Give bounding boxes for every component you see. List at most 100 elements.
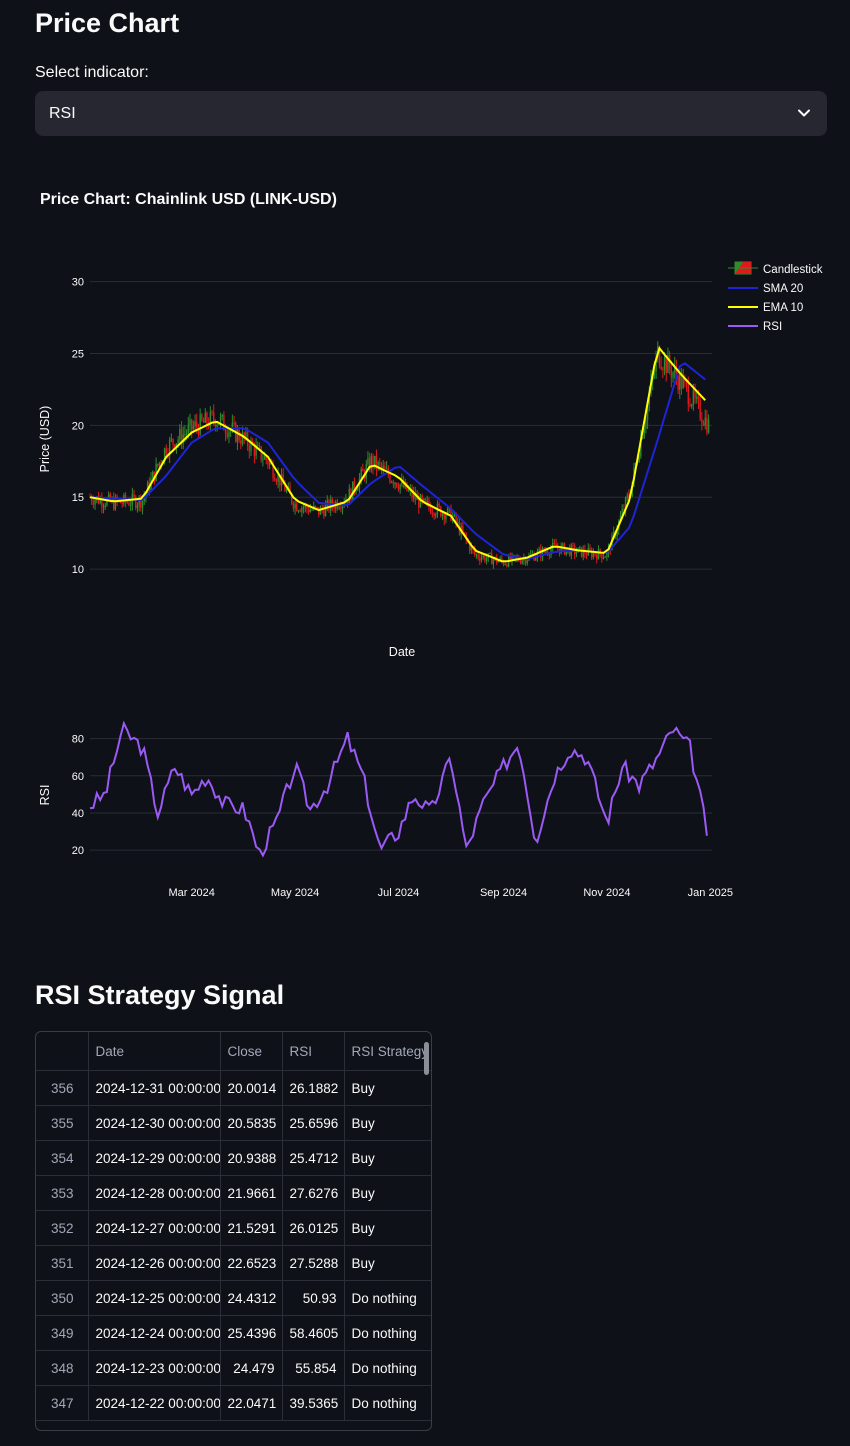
candle-body <box>340 507 342 509</box>
close-cell[interactable]: 21.5291 <box>220 1210 283 1246</box>
candle-body <box>158 462 161 466</box>
row-index[interactable]: 355 <box>36 1105 89 1141</box>
rsi-cell[interactable]: 55.854 <box>282 1350 345 1386</box>
candle-body <box>455 514 457 523</box>
row-index[interactable]: 354 <box>36 1140 89 1176</box>
table-row[interactable]: 355 2024-12-30 00:00:00 20.5835 25.6596 Buy <box>36 1105 431 1141</box>
date-cell[interactable]: 2024-12-25 00:00:00 <box>88 1280 221 1316</box>
strategy-cell[interactable]: Do nothing <box>344 1280 431 1316</box>
close-cell[interactable]: 24.4312 <box>220 1280 283 1316</box>
close-cell[interactable]: 24.479 <box>220 1350 283 1386</box>
row-index[interactable]: 347 <box>36 1385 89 1421</box>
candle-body <box>392 481 395 485</box>
row-index[interactable]: 351 <box>36 1245 89 1281</box>
row-index[interactable]: 348 <box>36 1350 89 1386</box>
row-index[interactable]: 352 <box>36 1210 89 1246</box>
strategy-cell[interactable]: Buy <box>344 1105 431 1141</box>
close-cell[interactable]: 20.5835 <box>220 1105 283 1141</box>
candle-body <box>685 380 688 385</box>
candle-body <box>92 501 95 505</box>
table-row[interactable]: 354 2024-12-29 00:00:00 20.9388 25.4712 Buy <box>36 1140 431 1176</box>
strategy-cell[interactable]: Do nothing <box>344 1315 431 1351</box>
rsi-cell[interactable]: 26.0125 <box>282 1210 345 1246</box>
indicator-select[interactable]: RSI <box>35 91 827 136</box>
date-cell[interactable]: 2024-12-30 00:00:00 <box>88 1105 221 1141</box>
price-chart[interactable]: 10 15 20 25 30 20 40 60 80 Mar 2024 May 2024 Jul … <box>0 160 850 920</box>
date-cell[interactable]: 2024-12-26 00:00:00 <box>88 1245 221 1281</box>
column-header-close[interactable]: Close <box>220 1032 283 1071</box>
candle-body <box>489 553 491 555</box>
strategy-cell[interactable]: Buy <box>344 1071 431 1106</box>
x-tick-labels: Mar 2024 May 2024 Jul 2024 Sep 2024 Nov 2024… <box>168 887 732 899</box>
date-cell[interactable]: 2024-12-31 00:00:00 <box>88 1071 221 1106</box>
rsi-cell[interactable]: 27.5288 <box>282 1245 345 1281</box>
rsi-cell[interactable]: 27.6276 <box>282 1175 345 1211</box>
table-scrollbar-thumb[interactable] <box>424 1042 429 1075</box>
candle-body <box>260 446 262 460</box>
table-row[interactable]: 350 2024-12-25 00:00:00 24.4312 50.93 Do not… <box>36 1280 431 1316</box>
row-index[interactable]: 356 <box>36 1071 89 1106</box>
column-header-rsi[interactable]: RSI <box>282 1032 345 1071</box>
candle-body <box>233 422 235 424</box>
rsi-cell[interactable]: 25.4712 <box>282 1140 345 1176</box>
candle-body <box>228 431 230 437</box>
row-index[interactable]: 349 <box>36 1315 89 1351</box>
rsi-strategy-table[interactable]: Date Close RSI RSI Strategy 356 2024-12-31 0… <box>35 1031 432 1431</box>
table-row[interactable]: 349 2024-12-24 00:00:00 25.4396 58.4605 Do n… <box>36 1315 431 1351</box>
row-index[interactable]: 353 <box>36 1175 89 1211</box>
price-chart-svg[interactable]: 10 15 20 25 30 20 40 60 80 Mar 2024 May 2024 Jul … <box>0 160 850 920</box>
candle-body <box>206 412 208 425</box>
legend-item-rsi[interactable]: RSI <box>728 321 782 333</box>
candle-body <box>670 368 673 378</box>
close-cell[interactable]: 22.6523 <box>220 1245 283 1281</box>
strategy-cell[interactable]: Do nothing <box>344 1385 431 1421</box>
candle-body <box>580 546 583 557</box>
candle-body <box>279 474 281 486</box>
date-cell[interactable]: 2024-12-29 00:00:00 <box>88 1140 221 1176</box>
close-cell[interactable]: 25.4396 <box>220 1315 283 1351</box>
rsi-cell[interactable]: 50.93 <box>282 1280 345 1316</box>
rsi-cell[interactable]: 39.5365 <box>282 1385 345 1421</box>
chart-legend[interactable]: Candlestick SMA 20 EMA 10 RSI <box>728 261 823 333</box>
candle-body <box>331 499 334 507</box>
strategy-cell[interactable]: Do nothing <box>344 1350 431 1386</box>
rsi-cell[interactable]: 26.1882 <box>282 1071 345 1106</box>
date-cell[interactable]: 2024-12-23 00:00:00 <box>88 1350 221 1386</box>
legend-item-sma-20[interactable]: SMA 20 <box>728 283 803 295</box>
table-row[interactable]: 352 2024-12-27 00:00:00 21.5291 26.0125 Buy <box>36 1210 431 1246</box>
close-cell[interactable]: 20.0014 <box>220 1071 283 1106</box>
row-index[interactable]: 350 <box>36 1280 89 1316</box>
close-cell[interactable]: 22.0471 <box>220 1385 283 1421</box>
candle-body <box>314 505 317 508</box>
date-cell[interactable]: 2024-12-24 00:00:00 <box>88 1315 221 1351</box>
legend-item-candlestick[interactable]: Candlestick <box>728 261 823 276</box>
column-header-date[interactable]: Date <box>88 1032 221 1071</box>
column-header-index[interactable] <box>36 1032 89 1071</box>
table-row[interactable]: 348 2024-12-23 00:00:00 24.479 55.854 Do not… <box>36 1350 431 1386</box>
table-row[interactable]: 351 2024-12-26 00:00:00 22.6523 27.5288 Buy <box>36 1245 431 1281</box>
candle-body <box>362 469 364 472</box>
candle-body <box>509 555 512 561</box>
date-cell[interactable]: 2024-12-27 00:00:00 <box>88 1210 221 1246</box>
date-cell[interactable]: 2024-12-22 00:00:00 <box>88 1385 221 1421</box>
strategy-cell[interactable]: Buy <box>344 1210 431 1246</box>
candle-body <box>311 509 313 511</box>
rsi-cell[interactable]: 58.4605 <box>282 1315 345 1351</box>
strategy-cell[interactable]: Buy <box>344 1175 431 1211</box>
table-row[interactable]: 356 2024-12-31 00:00:00 20.0014 26.1882 Buy <box>36 1071 431 1106</box>
strategy-cell[interactable]: Buy <box>344 1140 431 1176</box>
table-row[interactable]: 353 2024-12-28 00:00:00 21.9661 27.6276 Buy <box>36 1175 431 1211</box>
rsi-cell[interactable]: 25.6596 <box>282 1105 345 1141</box>
close-cell[interactable]: 20.9388 <box>220 1140 283 1176</box>
column-header-rsi-strategy[interactable]: RSI Strategy <box>344 1032 431 1071</box>
chevron-down-icon[interactable] <box>797 106 811 120</box>
table-row[interactable]: 347 2024-12-22 00:00:00 22.0471 39.5365 Do n… <box>36 1385 431 1421</box>
legend-item-ema-10[interactable]: EMA 10 <box>728 302 803 314</box>
candle-body <box>540 548 542 558</box>
date-cell[interactable]: 2024-12-28 00:00:00 <box>88 1175 221 1211</box>
price-y-tick-label: 25 <box>72 348 84 360</box>
candle-body <box>680 372 683 389</box>
close-cell[interactable]: 21.9661 <box>220 1175 283 1211</box>
strategy-cell[interactable]: Buy <box>344 1245 431 1281</box>
candle-body <box>157 463 159 466</box>
